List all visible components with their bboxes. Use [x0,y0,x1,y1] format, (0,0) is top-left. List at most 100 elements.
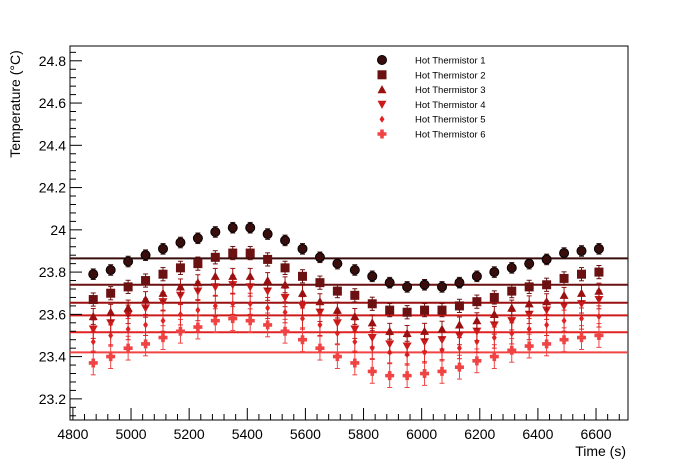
data-point [332,305,342,314]
data-point [472,327,482,336]
data-point [593,243,604,254]
y-tick-label: 24.6 [39,95,66,111]
data-point [158,298,168,307]
data-point [385,371,395,381]
data-point [471,271,482,282]
data-point [245,222,256,233]
data-point [106,319,116,328]
data-point [367,271,378,282]
data-point [228,281,238,290]
legend-label-5: Hot Thermistor 5 [415,115,486,126]
data-point [210,271,220,280]
data-point [141,339,151,349]
data-point [367,299,377,309]
data-point [577,269,586,279]
data-point [317,321,323,329]
data-points [88,221,604,389]
data-point [192,233,203,244]
y-tick-label: 23.2 [39,391,66,407]
data-point [596,312,602,321]
data-point [332,286,342,296]
data-point [420,326,430,335]
series-2 [88,245,604,320]
data-point [228,314,238,324]
data-point [491,333,497,342]
data-point [544,321,550,329]
data-point [367,333,377,343]
data-point [125,325,131,333]
data-point [456,344,462,352]
data-point [298,288,307,297]
data-point [175,291,185,300]
data-point [210,252,220,262]
data-point [332,258,343,269]
legend-label-1: Hot Thermistor 1 [415,56,486,67]
data-point [594,286,604,295]
data-point [350,358,360,368]
data-point [437,281,447,292]
data-point [247,300,253,308]
data-point [88,269,99,280]
data-point [579,314,584,323]
data-point [263,287,273,296]
data-point [245,316,255,326]
data-point [594,330,604,340]
x-axis-label: Time (s) [575,443,626,459]
data-point [594,267,604,277]
data-point [263,320,273,330]
data-point [454,320,464,329]
data-point [90,338,96,346]
data-point [454,362,464,372]
data-point [175,326,185,336]
data-point [88,311,98,321]
data-point [123,343,133,353]
series-5 [90,292,602,366]
data-point [123,282,133,292]
data-point [315,278,325,288]
data-point [262,229,273,240]
data-point [524,299,534,308]
data-point [158,269,168,279]
x-tick-label: 5200 [174,426,205,442]
data-point [542,297,552,306]
y-tick-label: 24.4 [39,137,66,153]
data-point [280,263,290,273]
data-point [332,352,342,362]
data-point [298,271,307,281]
data-point [227,222,238,233]
legend-marker-3 [377,85,387,94]
data-point [402,328,412,337]
data-point [385,305,395,315]
data-point [489,321,499,330]
data-point [472,297,482,307]
legend-label-6: Hot Thermistor 6 [415,130,486,141]
x-tick-label: 5000 [115,426,146,442]
data-point [524,282,534,292]
data-point [489,309,499,318]
legend-marker-2 [377,70,387,80]
x-tick-label: 5400 [232,426,263,442]
mean-lines [70,257,628,354]
y-tick-label: 24 [50,222,66,238]
plot-border [69,45,629,421]
data-point [367,318,377,327]
data-point [507,286,517,296]
legend-marker-4 [377,100,387,109]
data-point [193,278,203,287]
data-point [263,276,273,285]
data-point [489,267,500,278]
legend-label-2: Hot Thermistor 2 [415,70,486,81]
data-point [577,288,586,297]
data-point [489,292,499,302]
y-tick-label: 23.4 [39,349,66,365]
data-point [177,310,183,318]
x-tick-label: 6200 [464,426,495,442]
data-point [282,308,288,316]
data-point [559,335,569,345]
data-point [298,302,307,311]
data-point [454,277,465,288]
data-point [193,287,203,296]
data-point [561,317,567,325]
x-tick-label: 5600 [290,426,321,442]
axes: 23.2 23.4 23.6 23.8 24 24.2 24.4 24.6 24.8 4800 50… [39,51,620,442]
